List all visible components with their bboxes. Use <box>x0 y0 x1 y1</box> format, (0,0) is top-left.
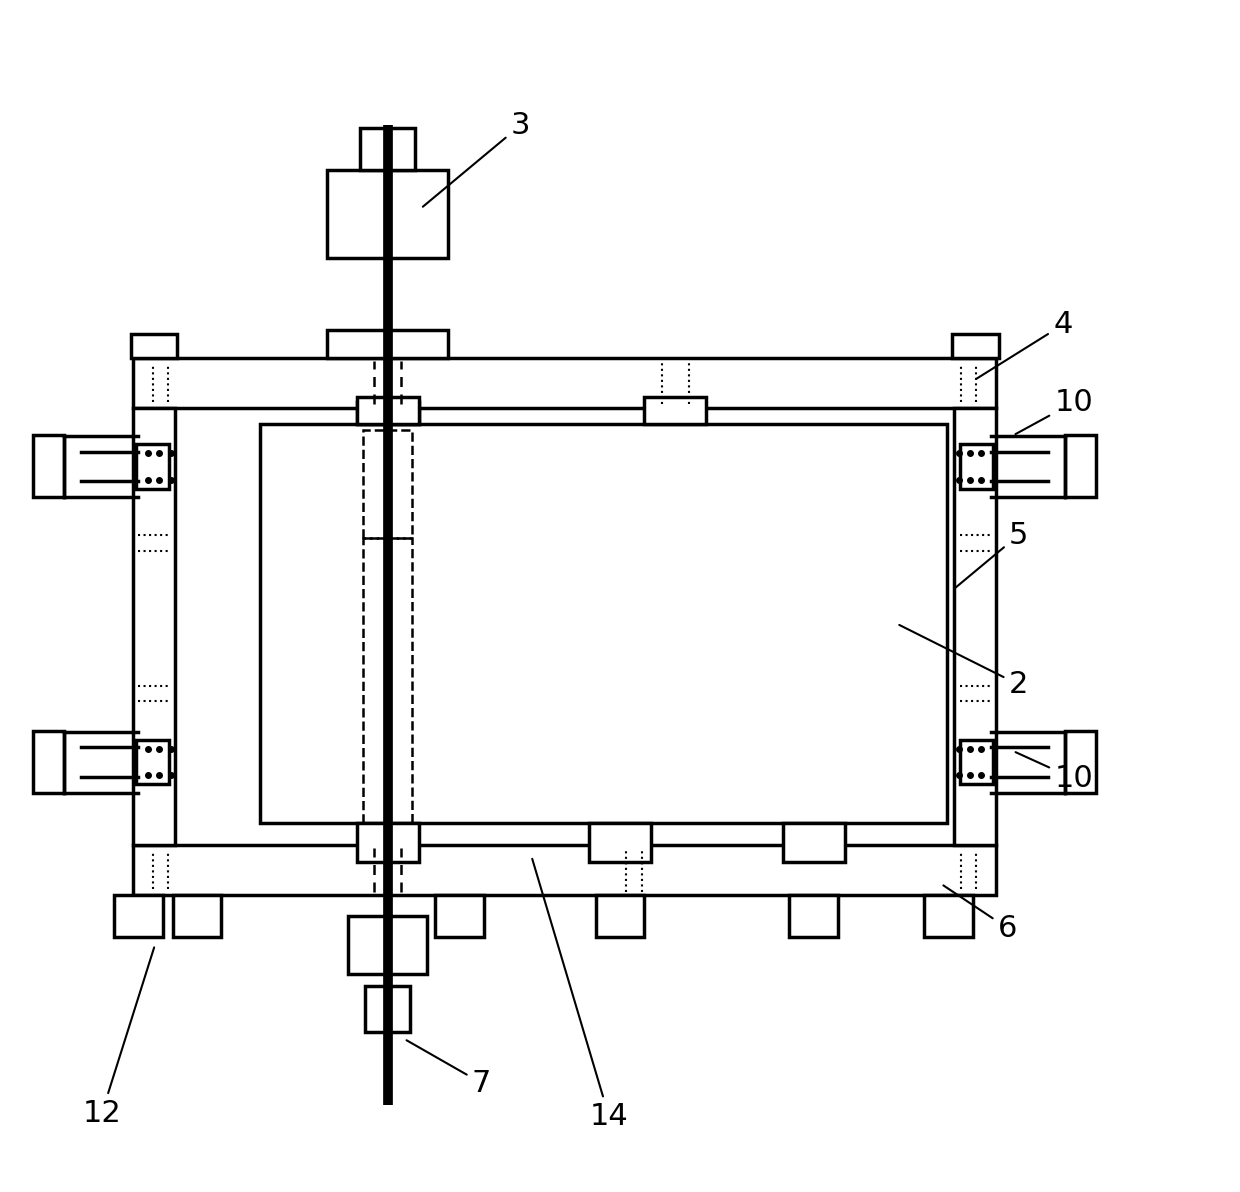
Bar <box>130 334 177 358</box>
Bar <box>357 397 419 424</box>
Bar <box>955 408 997 845</box>
Bar <box>133 408 175 845</box>
Text: 7: 7 <box>407 1041 491 1098</box>
Bar <box>260 424 946 822</box>
Bar <box>114 895 162 937</box>
Text: 2: 2 <box>899 625 1028 699</box>
Bar <box>960 445 993 489</box>
Bar <box>347 915 428 974</box>
Bar <box>363 539 412 839</box>
Text: 4: 4 <box>977 310 1073 379</box>
Bar <box>1065 435 1096 497</box>
Bar <box>790 895 838 937</box>
Bar <box>366 986 409 1032</box>
Bar <box>960 740 993 784</box>
Bar <box>925 895 973 937</box>
Bar <box>136 445 170 489</box>
Bar <box>133 358 997 408</box>
Bar <box>782 822 844 862</box>
Text: 14: 14 <box>532 859 629 1131</box>
Bar <box>357 822 419 862</box>
Bar <box>326 169 449 259</box>
Bar <box>952 334 998 358</box>
Text: 12: 12 <box>83 948 154 1128</box>
Text: 10: 10 <box>1016 752 1094 793</box>
Bar <box>133 845 997 895</box>
Bar <box>33 731 64 793</box>
Bar <box>435 895 484 937</box>
Bar <box>326 330 449 358</box>
Bar <box>360 128 415 169</box>
Text: 3: 3 <box>423 111 531 206</box>
Bar <box>33 435 64 497</box>
Bar <box>589 822 651 862</box>
Bar <box>136 740 170 784</box>
Bar <box>1065 731 1096 793</box>
Bar <box>595 895 645 937</box>
Text: 6: 6 <box>944 886 1017 943</box>
Bar <box>363 430 412 539</box>
Text: 10: 10 <box>1016 387 1094 434</box>
Bar <box>172 895 222 937</box>
Text: 5: 5 <box>955 521 1028 589</box>
Bar <box>645 397 707 424</box>
Bar <box>357 402 419 424</box>
